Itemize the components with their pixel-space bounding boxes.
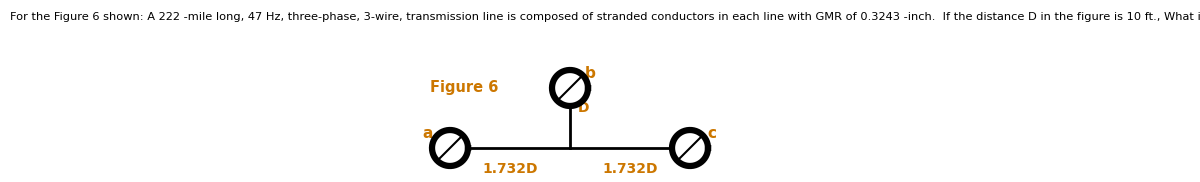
Polygon shape [432, 130, 468, 166]
Text: Figure 6: Figure 6 [430, 80, 498, 95]
Text: D: D [578, 101, 589, 115]
Text: b: b [584, 66, 595, 82]
Text: 1.732D: 1.732D [602, 162, 658, 176]
Text: c: c [708, 126, 716, 141]
Text: For the Figure 6 shown: A 222 -mile long, 47 Hz, three-phase, 3-wire, transmissi: For the Figure 6 shown: A 222 -mile long… [10, 12, 1200, 22]
Text: a: a [422, 126, 433, 141]
Polygon shape [552, 70, 588, 106]
Text: 1.732D: 1.732D [482, 162, 538, 176]
Polygon shape [672, 130, 708, 166]
